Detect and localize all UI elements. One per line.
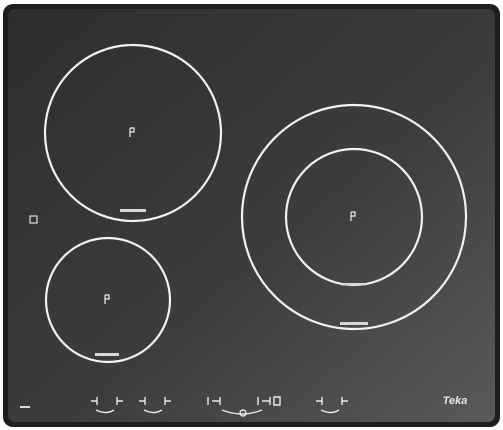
control-timer[interactable] (207, 396, 281, 417)
brand-logo: Teka (443, 395, 468, 407)
control-panel (20, 396, 348, 417)
burner-right (240, 103, 468, 331)
control-zone-3[interactable] (316, 397, 348, 414)
burner-bottom-left (44, 236, 172, 364)
control-zone-1[interactable] (91, 397, 123, 414)
indicator-square (29, 215, 38, 224)
model-mark (20, 406, 30, 408)
burner-top-left (43, 43, 223, 223)
control-zone-2[interactable] (139, 397, 171, 414)
glass-surface (8, 9, 495, 422)
